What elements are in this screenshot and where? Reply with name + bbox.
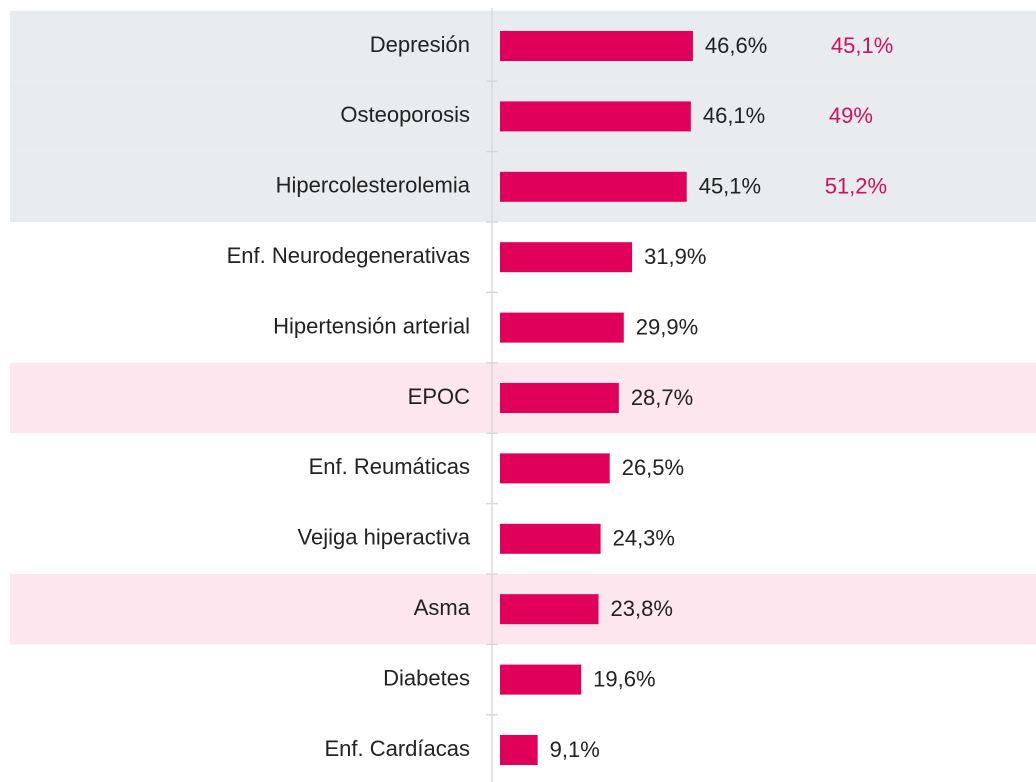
value-label: 9,1%	[550, 737, 600, 762]
category-label: Enf. Neurodegenerativas	[227, 243, 470, 268]
bar	[500, 594, 599, 625]
category-label: Vejiga hiperactiva	[298, 525, 471, 550]
value-label: 24,3%	[613, 526, 675, 551]
value-label: 45,1%	[699, 174, 761, 199]
marks: Depresión 46,6% 45,1% Osteoporosis 46,1% 49% H…	[227, 31, 893, 765]
category-label: Hipertensión arterial	[273, 313, 470, 338]
bar	[500, 735, 538, 765]
category-label: Diabetes	[383, 665, 470, 690]
value-label: 46,1%	[703, 103, 765, 128]
bar	[500, 242, 633, 273]
bar	[500, 101, 691, 132]
bar	[500, 453, 610, 484]
category-label: Osteoporosis	[340, 102, 470, 127]
comparison-label: 49%	[829, 103, 873, 128]
comparison-label: 45,1%	[831, 33, 893, 58]
bar	[500, 523, 601, 554]
value-label: 29,9%	[636, 314, 698, 339]
category-label: Enf. Cardíacas	[324, 736, 470, 761]
category-label: Hipercolesterolemia	[276, 173, 471, 198]
comparison-label: 51,2%	[825, 174, 887, 199]
category-label: EPOC	[408, 384, 470, 409]
value-label: 19,6%	[593, 666, 655, 691]
bar	[500, 312, 624, 343]
category-label: Depresión	[370, 32, 470, 57]
bar	[500, 171, 687, 202]
value-label: 23,8%	[611, 596, 673, 621]
category-label: Enf. Reumáticas	[309, 454, 470, 479]
category-label: Asma	[414, 595, 471, 620]
bar	[500, 383, 619, 413]
value-label: 28,7%	[631, 385, 693, 410]
value-label: 46,6%	[705, 33, 767, 58]
bar	[500, 31, 693, 61]
value-label: 31,9%	[644, 244, 706, 269]
value-label: 26,5%	[622, 455, 684, 480]
bar	[500, 664, 582, 695]
